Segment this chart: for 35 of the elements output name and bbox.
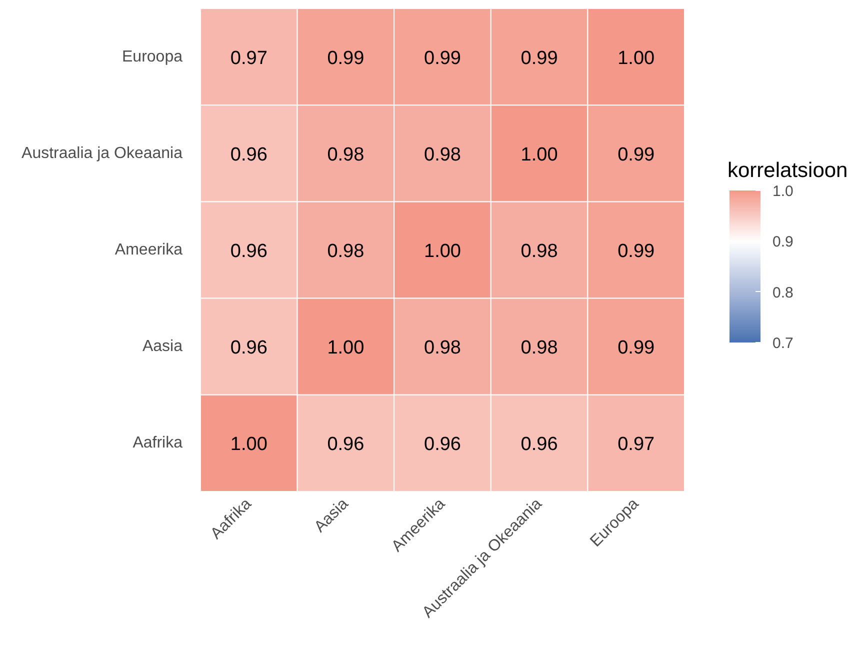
data-label: 1.00 — [520, 144, 558, 166]
data-label: 0.96 — [520, 434, 558, 456]
color-bar-label: 0.8 — [772, 284, 794, 302]
data-label: 0.98 — [424, 144, 461, 166]
data-label: 0.99 — [520, 48, 558, 69]
data-label: 0.98 — [424, 338, 461, 359]
data-label: 0.97 — [230, 48, 268, 69]
data-label: 0.96 — [424, 434, 461, 456]
data-label: 1.00 — [327, 338, 364, 359]
data-label: 0.96 — [230, 241, 268, 262]
data-label: 0.98 — [327, 241, 364, 262]
data-label: 0.97 — [618, 434, 655, 456]
data-label: 1.00 — [424, 241, 461, 262]
data-label: 0.99 — [618, 338, 655, 359]
y-tick-label: Euroopa — [122, 48, 183, 66]
data-label: 0.98 — [327, 144, 364, 166]
data-label: 0.96 — [230, 338, 268, 359]
data-label: 0.96 — [327, 434, 364, 456]
data-label: 0.98 — [520, 338, 558, 359]
data-label: 0.99 — [618, 241, 655, 262]
y-tick-label: Aafrika — [132, 434, 183, 452]
data-label: 0.98 — [520, 241, 558, 262]
data-label: 0.96 — [230, 144, 268, 166]
data-label: 0.99 — [618, 144, 655, 166]
color-bar-label: 0.9 — [772, 234, 794, 251]
data-label: 0.99 — [327, 48, 364, 69]
color-bar-label: 0.7 — [772, 335, 794, 352]
y-tick-label: Ameerika — [114, 242, 183, 258]
data-label: 0.99 — [424, 48, 461, 69]
color-bar-label: 1.0 — [772, 183, 794, 200]
data-label: 1.00 — [618, 48, 655, 69]
y-tick-label: Aasia — [142, 338, 183, 356]
data-label: 1.00 — [230, 434, 268, 456]
color-bar-title: korrelatsioon — [728, 159, 848, 182]
y-tick-label: Austraalia ja Okeaania — [22, 144, 183, 162]
